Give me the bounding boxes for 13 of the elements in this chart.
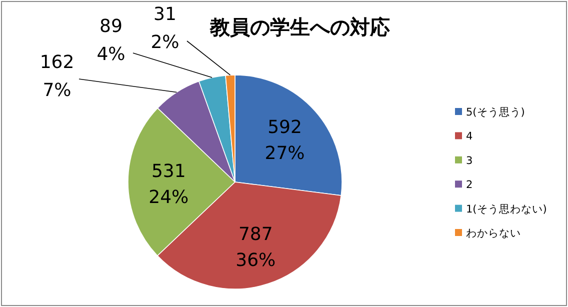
data-label: 531 24% bbox=[148, 160, 189, 208]
legend-label: 3 bbox=[466, 154, 473, 167]
data-label: 31 2% bbox=[150, 4, 180, 53]
legend-label: 1(そう思わない) bbox=[466, 203, 547, 216]
data-label: 89 4% bbox=[96, 16, 126, 65]
text: 教員の学生への対応 bbox=[209, 15, 390, 39]
data-label: 162 7% bbox=[40, 52, 74, 101]
data-label: 787 36% bbox=[236, 224, 276, 272]
data-label: 592 27% bbox=[264, 117, 305, 164]
legend-label: 5(そう思う) bbox=[466, 106, 525, 118]
legend-label: わからない bbox=[466, 228, 521, 240]
legend-label: 2 bbox=[466, 179, 473, 192]
legend-label: 4 bbox=[466, 130, 473, 143]
